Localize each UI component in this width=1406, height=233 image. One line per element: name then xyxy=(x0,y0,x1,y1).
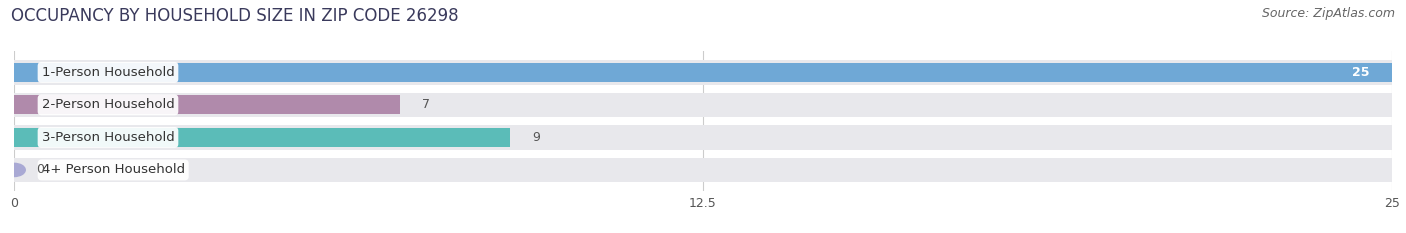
Bar xyxy=(14,96,399,114)
Text: 3-Person Household: 3-Person Household xyxy=(42,131,174,144)
Text: 25: 25 xyxy=(1353,66,1369,79)
Bar xyxy=(14,125,1392,150)
Text: 1-Person Household: 1-Person Household xyxy=(42,66,174,79)
Circle shape xyxy=(3,66,25,79)
Circle shape xyxy=(3,163,25,177)
Text: 2-Person Household: 2-Person Household xyxy=(42,98,174,111)
Text: 4+ Person Household: 4+ Person Household xyxy=(42,163,184,176)
Text: 9: 9 xyxy=(531,131,540,144)
Text: Source: ZipAtlas.com: Source: ZipAtlas.com xyxy=(1261,7,1395,20)
Circle shape xyxy=(3,131,25,144)
Text: OCCUPANCY BY HOUSEHOLD SIZE IN ZIP CODE 26298: OCCUPANCY BY HOUSEHOLD SIZE IN ZIP CODE … xyxy=(11,7,458,25)
Bar xyxy=(14,93,1392,117)
Bar xyxy=(14,63,1392,82)
Text: 0: 0 xyxy=(37,163,44,176)
Text: 7: 7 xyxy=(422,98,430,111)
Bar xyxy=(14,60,1392,85)
Circle shape xyxy=(3,98,25,112)
Bar xyxy=(14,128,510,147)
Bar xyxy=(14,158,1392,182)
